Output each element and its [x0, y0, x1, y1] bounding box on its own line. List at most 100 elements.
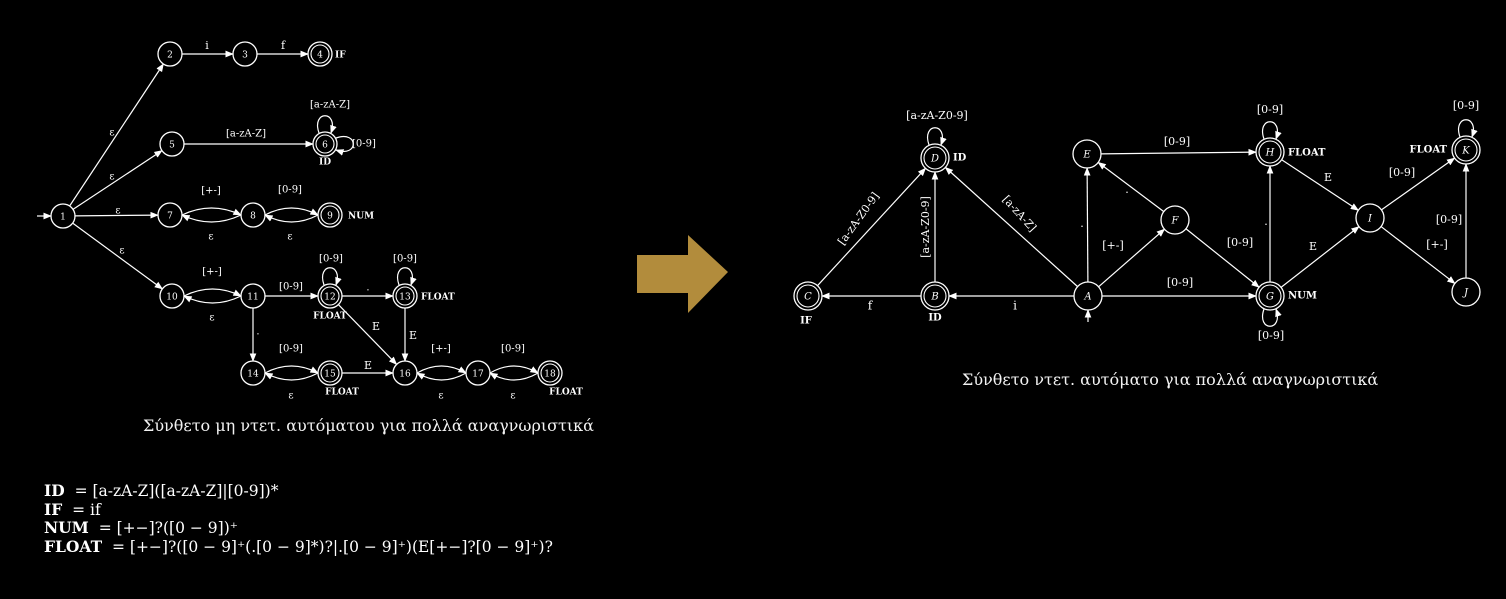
state-C: C: [793, 281, 823, 311]
state-n6: 6: [312, 131, 338, 157]
transition-arrow: [264, 372, 319, 381]
label: ε: [287, 232, 292, 243]
accept-tag: FLOAT: [1288, 148, 1326, 159]
label: [0-9]: [319, 254, 343, 265]
label: .: [366, 283, 369, 294]
accepting-ring: [320, 205, 340, 225]
state-label: 4: [317, 51, 323, 61]
transition-arrow: [416, 372, 467, 381]
transition-arrow: [69, 63, 164, 207]
edges: [37, 50, 1478, 381]
def-id-expr: = [a-zA-Z]([a-zA-Z]|[0-9])*: [74, 482, 279, 500]
transition-arrow: [1083, 167, 1091, 283]
state-label: D: [930, 154, 939, 165]
transition-arrow: [1380, 226, 1456, 284]
state-n12: 12: [317, 283, 343, 309]
state-E: E: [1072, 139, 1102, 169]
accepting-ring: [923, 146, 947, 170]
dfa-caption: Σύνθετο ντετ. αυτόματο για πολλά αναγνωρ…: [962, 370, 1379, 389]
def-if-expr: = if: [72, 500, 101, 519]
label: [+-]: [431, 344, 451, 355]
transition-arrow: [264, 365, 319, 374]
label: E: [409, 329, 417, 342]
transition-arrow: [74, 211, 159, 219]
label: [a-zA-Z0-9]: [919, 196, 932, 258]
state-label: 5: [169, 141, 175, 151]
transition-arrow: [1098, 228, 1166, 288]
state-label: 9: [327, 212, 333, 222]
state-label: 10: [166, 293, 178, 303]
state-n15: 15: [317, 360, 343, 386]
self-loop-arrow: [335, 135, 354, 156]
label: ε: [209, 313, 214, 324]
accept-tag: ID: [953, 153, 967, 164]
label: f: [868, 299, 874, 313]
state-circle: [1073, 281, 1103, 311]
transition-arrow: [944, 166, 1079, 288]
state-label: 18: [544, 370, 556, 380]
accept-tag: FLOAT: [549, 388, 583, 398]
state-n13: 13: [392, 283, 418, 309]
state-label: 8: [250, 212, 256, 222]
accept-tag: FLOAT: [325, 388, 359, 398]
def-if-name: IF: [44, 499, 63, 519]
state-n14: 14: [240, 360, 266, 386]
transform-arrow-icon: [637, 235, 728, 313]
accepting-ring: [540, 363, 560, 383]
label: [0-9]: [1167, 276, 1193, 289]
state-K: K: [1451, 135, 1481, 165]
accepting-ring: [1258, 140, 1282, 164]
accepting-ring: [1258, 284, 1282, 308]
token-definitions: ID = [a-zA-Z]([a-zA-Z]|[0-9])* IF = if N…: [44, 481, 553, 556]
label: [+-]: [1426, 238, 1448, 251]
accept-tag: NUM: [348, 212, 374, 222]
accepting-ring: [1454, 138, 1478, 162]
transition-arrow: [181, 207, 242, 216]
label: ε: [119, 246, 124, 257]
accept-tag: ID: [928, 313, 942, 324]
label: i: [205, 39, 209, 52]
label: [0-9]: [279, 282, 303, 293]
self-loop-arrow: [321, 267, 342, 286]
state-circle: [1451, 135, 1481, 165]
accept-tag: FLOAT: [421, 293, 455, 303]
transition-arrow: [489, 365, 539, 374]
self-loop-arrow: [1261, 308, 1282, 327]
state-label: I: [1367, 214, 1373, 225]
def-float-expr: = [+−]?([0 − 9]⁺(.[0 − 9]*)?|.[0 − 9]⁺)(…: [111, 537, 553, 556]
transition-arrow: [181, 214, 242, 223]
label: [0-9]: [1389, 166, 1415, 179]
label: [a-zA-Z0-9]: [835, 190, 882, 248]
state-circle: [159, 283, 185, 309]
state-circle: [50, 203, 76, 229]
state-n7: 7: [157, 202, 183, 228]
state-circle: [1451, 277, 1481, 307]
state-label: 2: [167, 51, 173, 61]
state-n4: 4: [307, 41, 333, 67]
state-label: 1: [60, 213, 66, 223]
accept-tag: NUM: [1288, 291, 1317, 302]
label: [0-9]: [1258, 329, 1284, 342]
state-I: I: [1355, 203, 1385, 233]
label: ε: [115, 206, 120, 217]
state-circle: [1160, 205, 1190, 235]
state-label: 11: [247, 293, 258, 303]
transition-arrow: [72, 150, 163, 210]
label: [0-9]: [1453, 99, 1479, 112]
label: ε: [109, 172, 114, 183]
state-label: J: [1462, 288, 1469, 299]
state-n5: 5: [159, 131, 185, 157]
def-num: NUM = [+−]?([0 − 9])⁺: [44, 518, 553, 538]
state-circle: [232, 41, 258, 67]
state-label: 17: [472, 370, 484, 380]
label: [a-zA-Z]: [1000, 193, 1039, 234]
state-label: 14: [247, 370, 259, 380]
state-label: H: [1265, 148, 1275, 159]
state-circle: [240, 360, 266, 386]
accepting-ring: [320, 286, 340, 306]
transition-arrow: [183, 288, 242, 297]
transition-arrow: [337, 304, 398, 366]
label: f: [281, 39, 286, 52]
self-loop-arrow: [316, 115, 337, 134]
